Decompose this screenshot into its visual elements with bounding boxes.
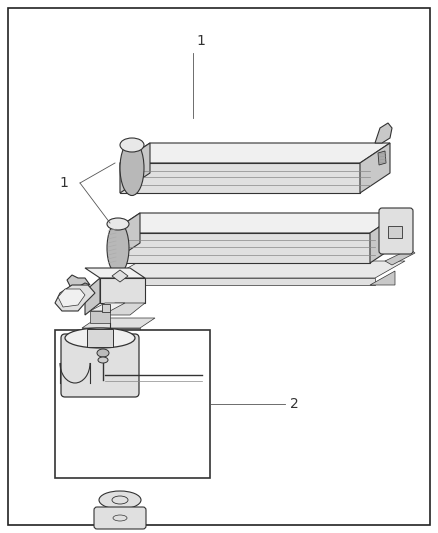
Polygon shape — [85, 268, 145, 278]
Polygon shape — [85, 278, 100, 315]
Polygon shape — [100, 303, 145, 315]
Ellipse shape — [98, 357, 108, 363]
Polygon shape — [120, 143, 390, 163]
FancyBboxPatch shape — [61, 334, 139, 397]
Polygon shape — [82, 318, 155, 328]
Polygon shape — [55, 285, 95, 311]
Polygon shape — [90, 311, 110, 323]
Ellipse shape — [99, 491, 141, 509]
Polygon shape — [360, 143, 390, 193]
Text: 2: 2 — [290, 397, 299, 411]
FancyBboxPatch shape — [379, 208, 413, 254]
Polygon shape — [110, 233, 370, 263]
Ellipse shape — [113, 515, 127, 521]
Ellipse shape — [107, 222, 129, 274]
Text: 1: 1 — [196, 34, 205, 48]
Text: 1: 1 — [59, 176, 68, 190]
Ellipse shape — [107, 218, 129, 230]
Bar — [55, 330, 210, 478]
Polygon shape — [67, 275, 90, 288]
Polygon shape — [112, 270, 128, 282]
Polygon shape — [120, 163, 360, 193]
FancyBboxPatch shape — [94, 507, 146, 529]
Polygon shape — [375, 123, 392, 143]
Polygon shape — [370, 271, 395, 285]
Polygon shape — [110, 261, 405, 278]
Polygon shape — [82, 328, 140, 335]
Polygon shape — [120, 143, 150, 193]
Bar — [87, 329, 113, 347]
Ellipse shape — [97, 349, 109, 357]
Polygon shape — [110, 213, 140, 263]
Ellipse shape — [120, 141, 144, 196]
Polygon shape — [110, 278, 375, 285]
Polygon shape — [58, 289, 85, 307]
Ellipse shape — [120, 138, 144, 152]
Polygon shape — [100, 278, 145, 303]
Polygon shape — [370, 213, 400, 263]
Bar — [388, 226, 402, 238]
Bar — [102, 304, 110, 312]
Polygon shape — [110, 213, 400, 233]
Polygon shape — [378, 151, 386, 165]
Ellipse shape — [112, 496, 128, 504]
Ellipse shape — [65, 328, 135, 348]
Polygon shape — [385, 249, 415, 265]
Polygon shape — [90, 303, 125, 311]
Polygon shape — [110, 273, 135, 285]
